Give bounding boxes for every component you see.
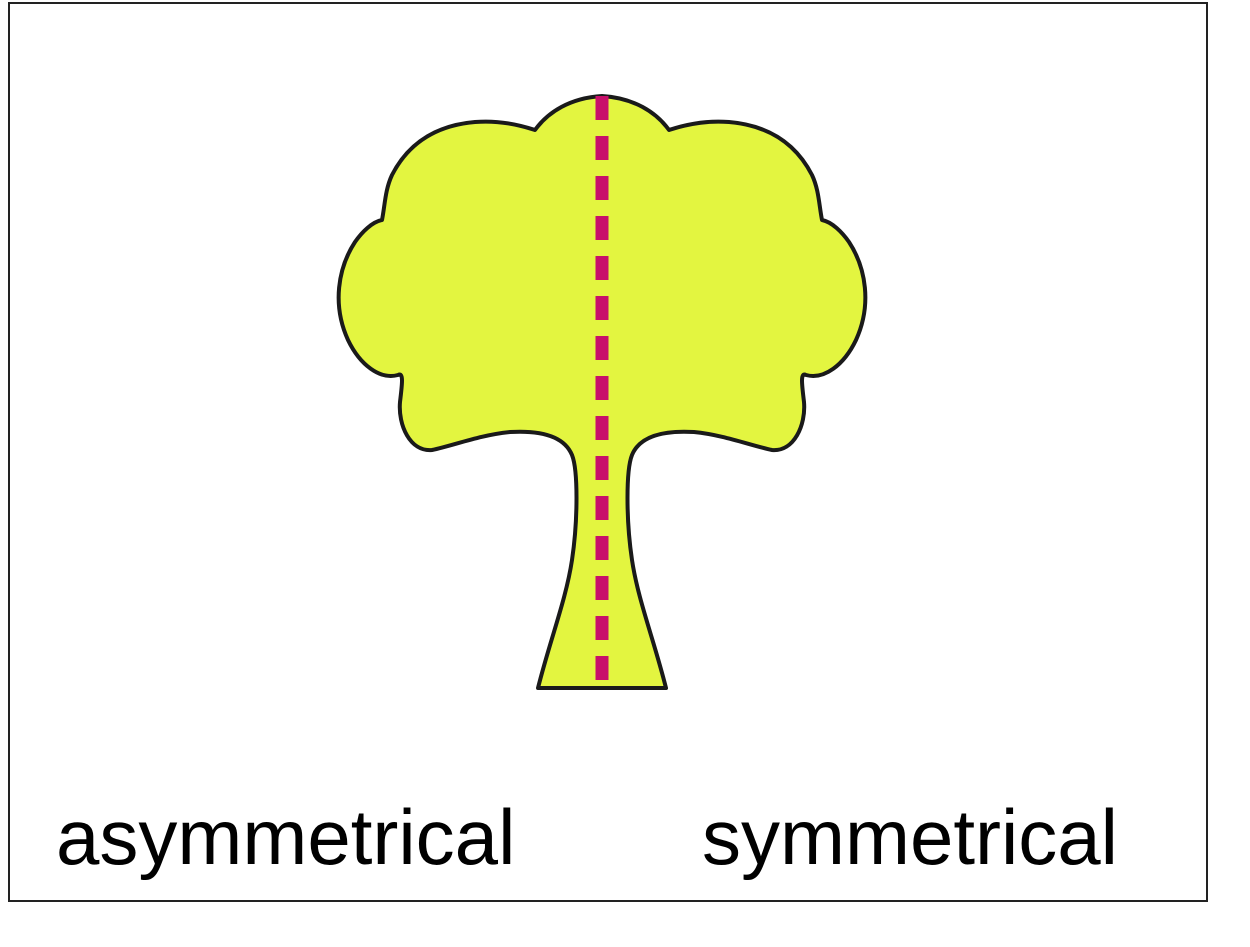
symmetrical-option[interactable]: symmetrical [702, 793, 1119, 881]
asymmetrical-option[interactable]: asymmetrical [56, 793, 516, 881]
